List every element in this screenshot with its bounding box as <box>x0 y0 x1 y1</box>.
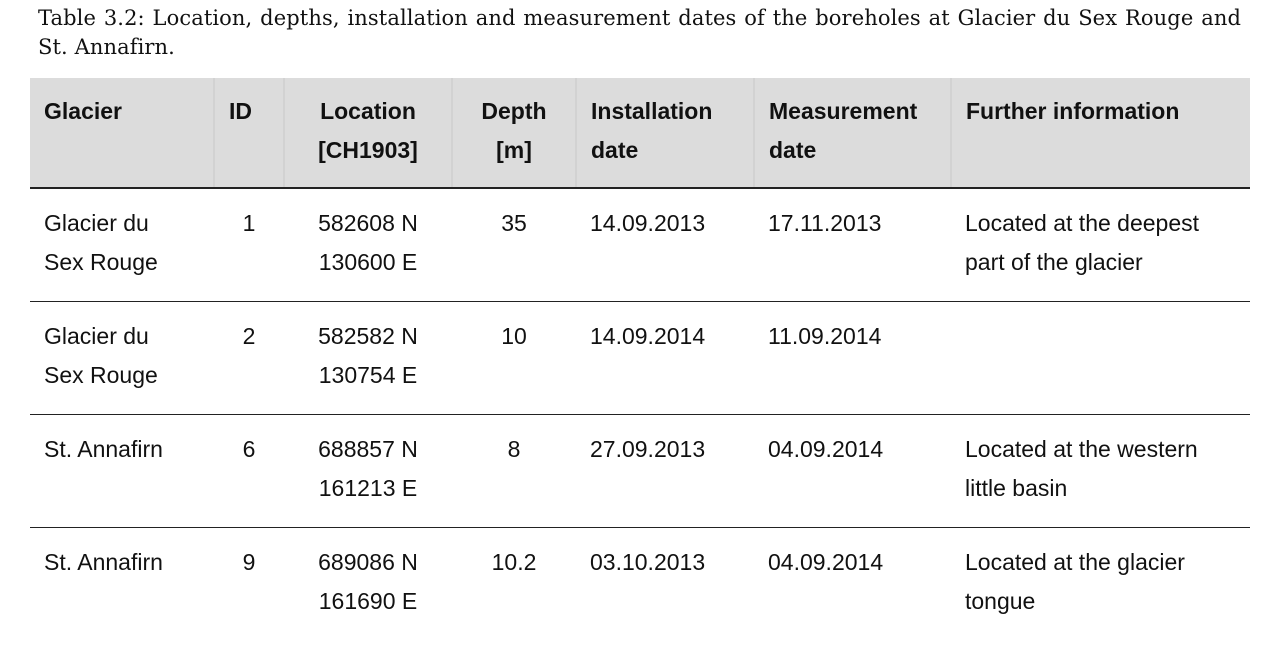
table-row: Glacier du Sex Rouge 1 582608 N 130600 E… <box>30 188 1250 302</box>
cell-location: 582582 N 130754 E <box>284 301 452 415</box>
cell-installation-date: 03.10.2013 <box>590 548 706 575</box>
cell-glacier: St. Annafirn <box>30 414 214 528</box>
cell-id: 6 <box>214 414 284 528</box>
header-row: Glacier ID Location [CH1903] Depth [m] I… <box>30 78 1250 189</box>
header-location: Location [CH1903] <box>284 78 453 189</box>
header-glacier: Glacier <box>30 78 215 189</box>
cell-location: 689086 N 161690 E <box>318 548 418 614</box>
cell-id: 9 <box>242 548 256 575</box>
table-row: St. Annafirn 6 688857 N 161213 E 8 27.09… <box>30 414 1250 528</box>
header-id: ID <box>214 78 285 189</box>
cell-depth: 8 <box>452 414 576 528</box>
cell-glacier: Glacier du Sex Rouge <box>30 301 214 415</box>
cell-depth: 10 <box>452 301 576 415</box>
cell-measurement-date: 04.09.2014 <box>754 414 951 528</box>
cell-further-information: Located at the glacier tongue <box>965 548 1185 614</box>
borehole-table: Glacier ID Location [CH1903] Depth [m] I… <box>30 78 1250 640</box>
cell-depth: 10.2 <box>491 548 537 575</box>
cell-id: 1 <box>214 188 284 302</box>
cell-installation-date: 27.09.2013 <box>576 414 754 528</box>
header-depth: Depth [m] <box>452 78 577 189</box>
cell-further-information: Located at the deepest part of the glaci… <box>951 188 1250 302</box>
cell-measurement-date: 11.09.2014 <box>754 301 951 415</box>
cell-installation-date: 14.09.2014 <box>576 301 754 415</box>
cell-depth: 35 <box>452 188 576 302</box>
cell-location: 688857 N 161213 E <box>284 414 452 528</box>
table-row: Glacier du Sex Rouge 2 582582 N 130754 E… <box>30 301 1250 415</box>
cell-measurement-date: 04.09.2014 <box>768 548 884 575</box>
cell-location: 582608 N 130600 E <box>284 188 452 302</box>
cell-glacier: St. Annafirn <box>44 548 163 575</box>
cell-glacier: Glacier du Sex Rouge <box>30 188 214 302</box>
cell-installation-date: 14.09.2013 <box>576 188 754 302</box>
header-further-information: Further information <box>951 78 1250 189</box>
cell-measurement-date: 17.11.2013 <box>754 188 951 302</box>
cell-id: 2 <box>214 301 284 415</box>
cell-further-information <box>951 301 1250 415</box>
table-row: St. Annafirn 9 689086 N 161690 E 10.2 03… <box>30 527 1250 640</box>
table-caption: Table 3.2: Location, depths, installatio… <box>38 6 1241 59</box>
header-installation-date: Installation date <box>576 78 755 189</box>
cell-further-information: Located at the western little basin <box>951 414 1250 528</box>
header-measurement-date: Measurement date <box>754 78 952 189</box>
